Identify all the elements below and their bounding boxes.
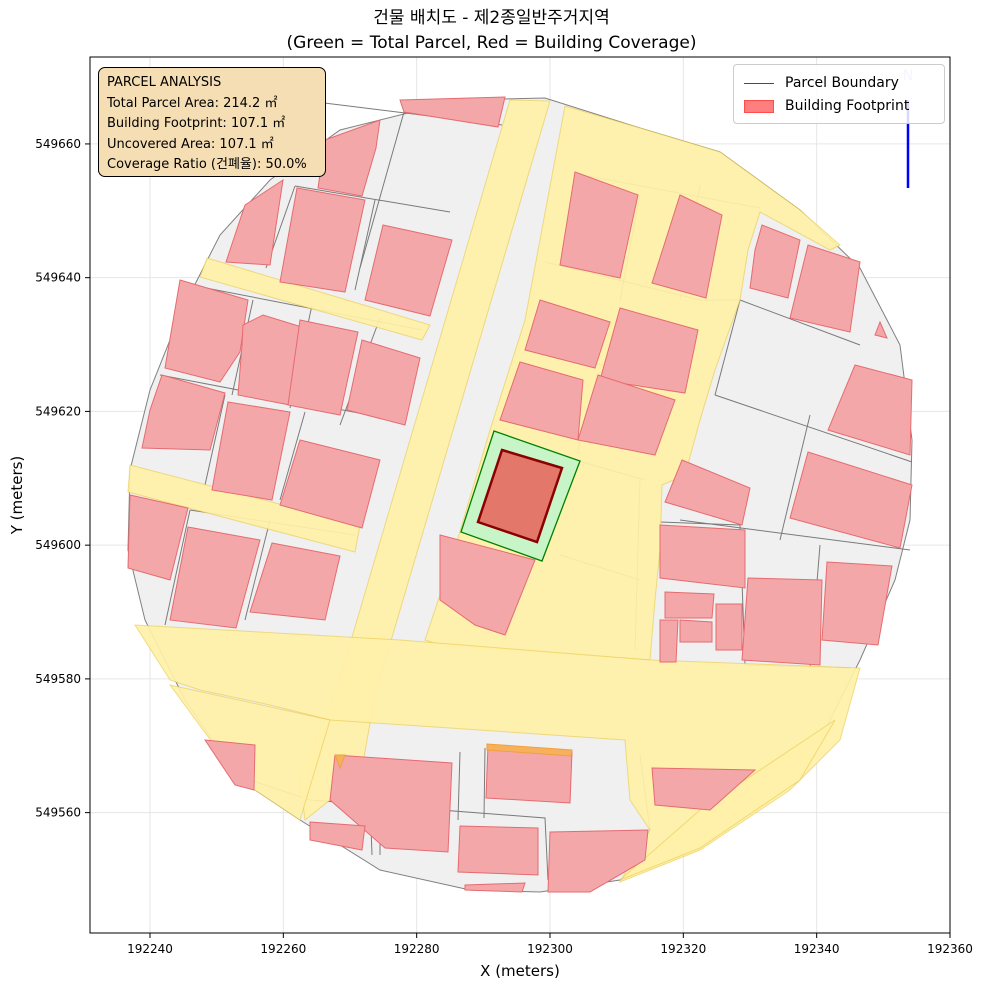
y-tick-label: 549600	[35, 538, 81, 552]
chart-subtitle: (Green = Total Parcel, Red = Building Co…	[286, 33, 697, 53]
y-tick-label: 549620	[35, 404, 81, 418]
x-tick-label: 192360	[927, 942, 973, 956]
y-tick-label: 549560	[35, 806, 81, 820]
x-tick-label: 192260	[260, 942, 306, 956]
x-tick-label: 192340	[794, 942, 840, 956]
legend-item-parcel: Parcel Boundary	[744, 73, 899, 93]
legend-building-label: Building Footprint	[785, 98, 910, 114]
legend-parcel-label: Parcel Boundary	[785, 75, 899, 91]
x-tick-label: 192240	[127, 942, 173, 956]
y-tick-label: 549660	[35, 137, 81, 151]
uncovered-area: Uncovered Area: 107.1 ㎡	[107, 136, 274, 152]
parcel-analysis-box: PARCEL ANALYSIS Total Parcel Area: 214.2…	[98, 67, 326, 177]
y-tick-label: 549640	[35, 271, 81, 285]
plot-frame	[89, 56, 951, 934]
x-axis-ticks: 192240 192260 192280 192300 192320 192340 1923…	[127, 933, 973, 956]
x-tick-label: 192320	[660, 942, 706, 956]
road-north-west	[199, 257, 431, 341]
x-axis-label: X (meters)	[480, 962, 560, 980]
subject-building-footprint	[476, 448, 564, 544]
coverage-ratio: Coverage Ratio (건폐율): 50.0%	[107, 157, 307, 172]
road-horizontal-mid	[134, 624, 861, 884]
chart-title: 건물 배치도 - 제2종일반주거지역	[373, 8, 610, 28]
legend-patch-swatch	[744, 99, 774, 113]
legend: Parcel Boundary Building Footprint	[733, 64, 945, 124]
legend-line-swatch	[744, 82, 774, 84]
x-tick-label: 192280	[394, 942, 440, 956]
building-footprint-area: Building Footprint: 107.1 ㎡	[107, 116, 286, 131]
legend-item-building: Building Footprint	[744, 96, 909, 116]
y-axis-ticks: 549560 549580 549600 549620 549640 549660	[35, 137, 90, 820]
y-tick-label: 549580	[35, 672, 81, 686]
context-buildings	[127, 96, 913, 893]
road-south-east	[619, 719, 836, 881]
total-parcel-area: Total Parcel Area: 214.2 ㎡	[107, 95, 278, 111]
y-axis-label: Y (meters)	[8, 456, 26, 536]
x-tick-label: 192300	[527, 942, 573, 956]
analysis-heading: PARCEL ANALYSIS	[107, 75, 222, 90]
